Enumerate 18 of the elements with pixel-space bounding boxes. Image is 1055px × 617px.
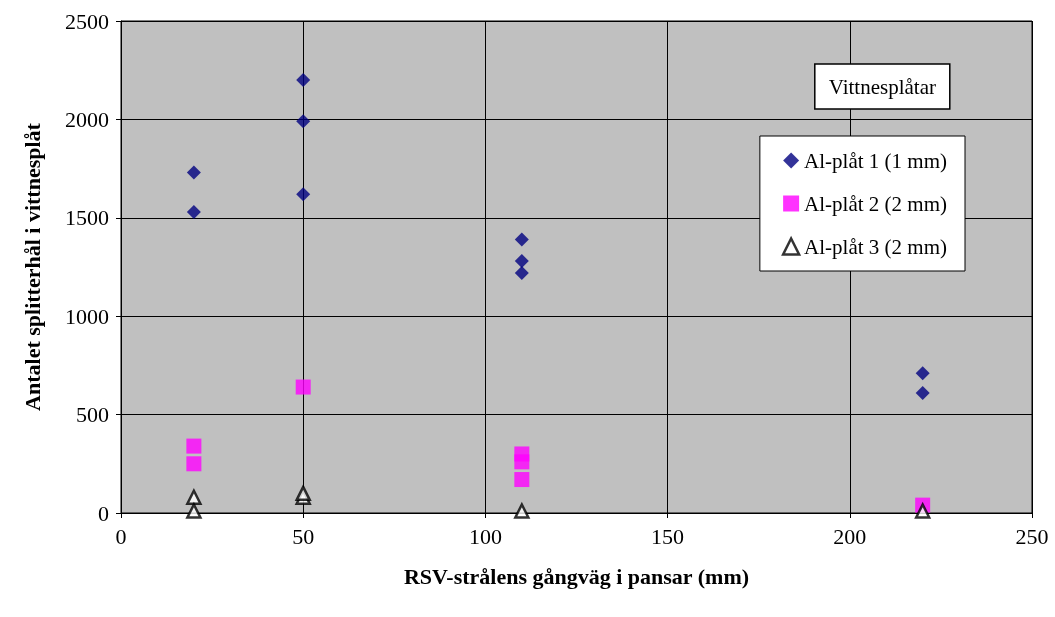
x-tick-label: 50 xyxy=(292,523,315,549)
x-tick-label: 200 xyxy=(833,523,867,549)
y-tick-label: 0 xyxy=(98,500,109,526)
legend-title: Vittnesplåtar xyxy=(828,74,937,99)
legend-label: Al-plåt 3 (2 mm) xyxy=(804,234,948,259)
legend-label: Al-plåt 2 (2 mm) xyxy=(804,191,948,216)
x-tick-label: 100 xyxy=(468,523,502,549)
y-tick-label: 1500 xyxy=(65,205,109,231)
x-tick-label: 0 xyxy=(115,523,127,549)
y-tick-label: 500 xyxy=(76,402,109,428)
x-tick-label: 250 xyxy=(1015,523,1049,549)
x-axis-title: RSV-strålens gångväg i pansar (mm) xyxy=(403,563,750,589)
y-tick-label: 2000 xyxy=(65,106,109,132)
y-tick-label: 1000 xyxy=(65,303,109,329)
legend-label: Al-plåt 1 (1 mm) xyxy=(804,148,948,173)
y-tick-label: 2500 xyxy=(65,8,109,34)
x-tick-label: 150 xyxy=(651,523,685,549)
y-axis-title: Antalet splitterhål i vittnesplåt xyxy=(19,122,45,411)
